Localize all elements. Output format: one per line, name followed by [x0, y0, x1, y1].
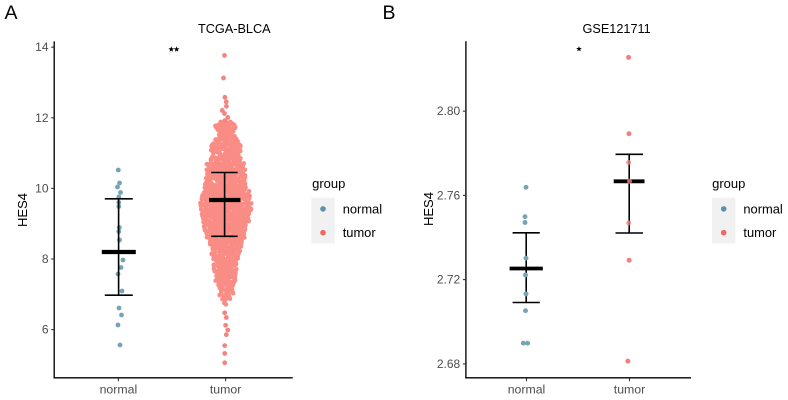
- svg-text:8: 8: [42, 252, 49, 266]
- svg-text:2.80: 2.80: [437, 104, 461, 118]
- svg-text:normal: normal: [743, 201, 782, 216]
- svg-text:group: group: [312, 176, 345, 191]
- svg-text:10: 10: [35, 181, 49, 195]
- svg-text:normal: normal: [343, 201, 382, 216]
- svg-text:tumor: tumor: [343, 225, 377, 240]
- svg-text:group: group: [712, 176, 745, 191]
- svg-text:2.76: 2.76: [437, 188, 461, 202]
- svg-text:14: 14: [35, 40, 49, 54]
- svg-text:6: 6: [42, 323, 49, 337]
- svg-text:HES4: HES4: [15, 193, 30, 227]
- svg-text:TCGA-BLCA: TCGA-BLCA: [198, 22, 271, 36]
- svg-text:normal: normal: [100, 382, 138, 396]
- svg-text:tumor: tumor: [210, 382, 241, 396]
- svg-text:A: A: [4, 2, 17, 24]
- svg-text:tumor: tumor: [743, 225, 777, 240]
- svg-text:12: 12: [35, 111, 49, 125]
- svg-text:GSE121711: GSE121711: [582, 22, 650, 36]
- svg-text:tumor: tumor: [614, 382, 645, 396]
- svg-text:B: B: [382, 2, 395, 24]
- svg-text:HES4: HES4: [421, 192, 436, 226]
- svg-text:normal: normal: [508, 382, 546, 396]
- svg-text:2.72: 2.72: [437, 273, 461, 287]
- svg-text:2.68: 2.68: [437, 357, 461, 371]
